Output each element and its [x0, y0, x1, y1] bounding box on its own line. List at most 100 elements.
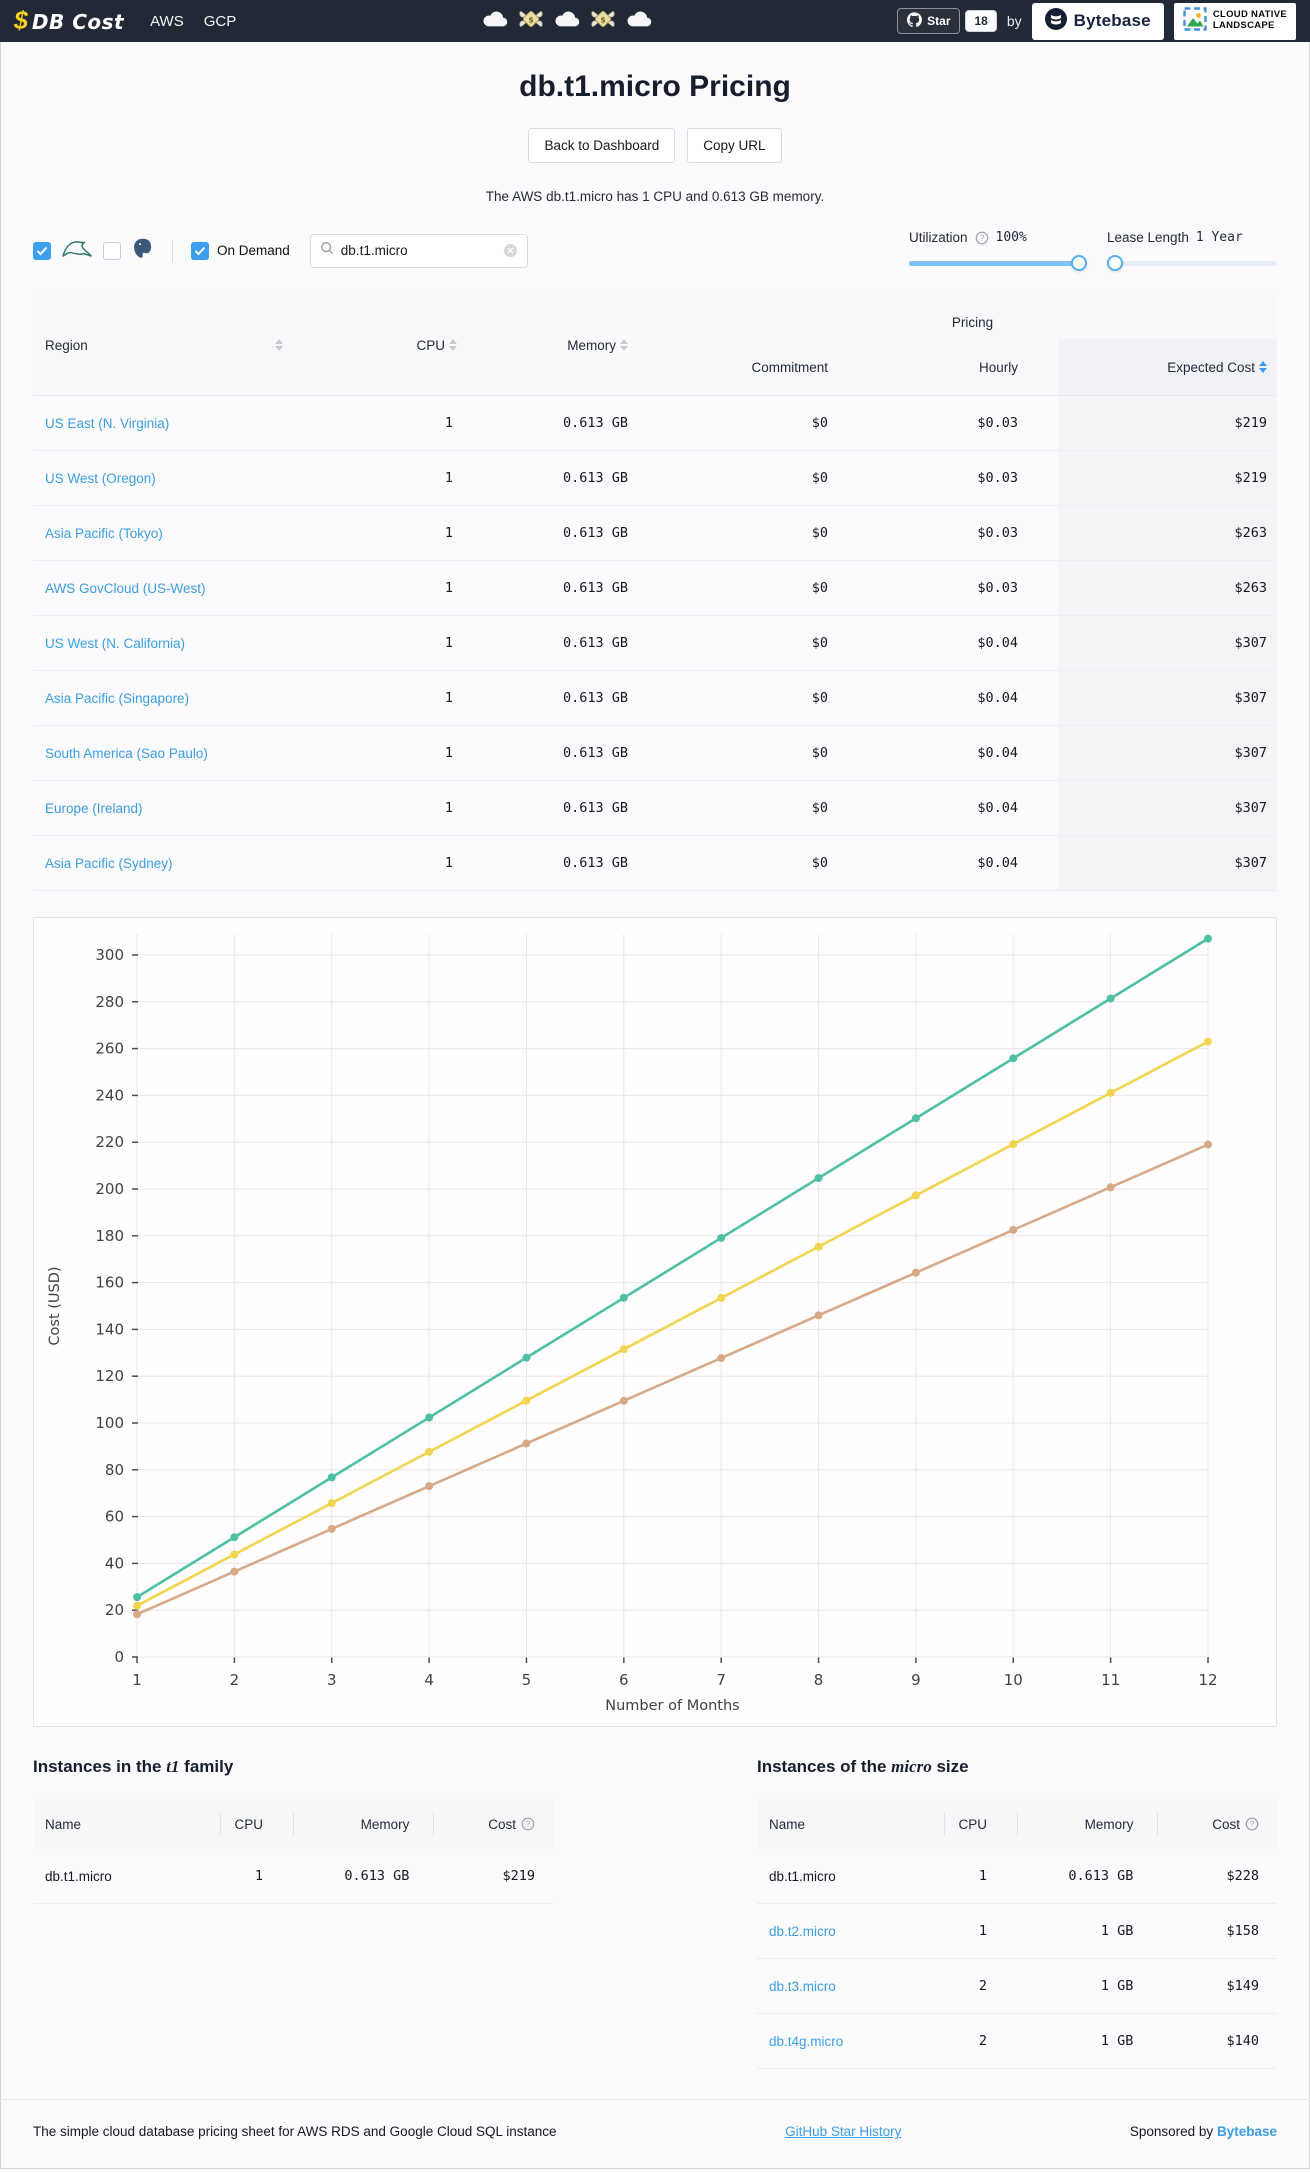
- github-star-button[interactable]: Star: [897, 8, 961, 34]
- cloud-native-landscape-badge[interactable]: CLOUD NATIVE LANDSCAPE: [1173, 2, 1296, 40]
- bytebase-badge[interactable]: Bytebase: [1031, 2, 1164, 40]
- lease-length-slider-thumb[interactable]: [1107, 255, 1123, 271]
- pricing-table: Region CPU Memory Pricing Commitment Hou…: [33, 295, 1277, 891]
- region-link[interactable]: Europe (Ireland): [45, 800, 143, 816]
- svg-text:$: $: [600, 15, 606, 24]
- column-header-hourly: Hourly: [868, 339, 1058, 395]
- commitment-value: $0: [811, 415, 828, 431]
- cost-help-icon[interactable]: ?: [521, 1817, 535, 1831]
- search-input[interactable]: [340, 243, 496, 258]
- github-star-history-link[interactable]: GitHub Star History: [785, 2124, 902, 2139]
- cpu-value: 1: [444, 800, 453, 816]
- utilization-slider-thumb[interactable]: [1071, 255, 1087, 271]
- cost-value: $228: [1226, 1868, 1259, 1884]
- region-link[interactable]: US West (N. California): [45, 635, 186, 651]
- memory-value: 0.613 GB: [562, 580, 628, 596]
- landscape-label: CLOUD NATIVE LANDSCAPE: [1213, 9, 1287, 32]
- sort-icon-active[interactable]: [1259, 361, 1267, 373]
- size-table-section: Instances of the micro size Name CPU Mem…: [757, 1757, 1277, 2069]
- svg-text:280: 280: [95, 993, 124, 1011]
- region-link[interactable]: AWS GovCloud (US-West): [45, 580, 206, 596]
- bytebase-logo-icon: [1044, 7, 1067, 35]
- cost-help-icon[interactable]: ?: [1245, 1817, 1259, 1831]
- lease-length-slider[interactable]: [1107, 255, 1277, 271]
- column-header-cpu: CPU: [944, 1799, 1017, 1849]
- memory-value: 0.613 GB: [1068, 1868, 1134, 1884]
- lease-length-label: Lease Length: [1107, 230, 1189, 245]
- instance-link[interactable]: db.t3.micro: [769, 1978, 836, 1994]
- copy-url-button[interactable]: Copy URL: [687, 128, 782, 163]
- column-header-cpu[interactable]: CPU: [323, 295, 483, 395]
- action-buttons: Back to Dashboard Copy URL: [33, 128, 1277, 163]
- memory-value: 0.613 GB: [562, 855, 628, 871]
- svg-text:40: 40: [105, 1554, 124, 1572]
- cpu-value: 1: [254, 1868, 263, 1884]
- cost-value: $140: [1226, 2033, 1259, 2049]
- github-star-widget[interactable]: Star 18: [897, 8, 997, 34]
- sort-icon[interactable]: [275, 339, 283, 351]
- mysql-checkbox[interactable]: [33, 241, 51, 260]
- pricing-group-label: Pricing: [951, 314, 994, 330]
- region-link[interactable]: Asia Pacific (Singapore): [45, 690, 190, 706]
- column-header-expected-cost[interactable]: Expected Cost: [1058, 339, 1277, 395]
- region-cell: Europe (Ireland): [33, 781, 323, 835]
- logo-text: DB Cost: [31, 9, 125, 34]
- on-demand-checkbox[interactable]: [191, 241, 209, 260]
- region-link[interactable]: US West (Oregon): [45, 470, 156, 486]
- column-header-cost: Cost?: [433, 1799, 553, 1849]
- instance-link[interactable]: db.t4g.micro: [769, 2033, 844, 2049]
- table-row: Asia Pacific (Sydney) 1 0.613 GB $0 $0.04 $30…: [33, 836, 1277, 891]
- filter-divider: [172, 239, 173, 262]
- cpu-value: 1: [444, 745, 453, 761]
- filter-row: On Demand Utilization ? 100%: [33, 230, 1277, 271]
- nav-item-gcp[interactable]: GCP: [203, 12, 237, 30]
- utilization-slider[interactable]: [909, 255, 1087, 271]
- pricing-table-body: US East (N. Virginia) 1 0.613 GB $0 $0.03 $21…: [33, 396, 1277, 891]
- pricing-table-header: Region CPU Memory Pricing Commitment Hou…: [33, 295, 1277, 396]
- sponsor-bytebase-link[interactable]: Bytebase: [1216, 2124, 1277, 2139]
- region-link[interactable]: US East (N. Virginia): [45, 415, 170, 431]
- instance-link[interactable]: db.t2.micro: [769, 1923, 836, 1939]
- commitment-value: $0: [811, 800, 828, 816]
- commitment-value: $0: [811, 525, 828, 541]
- memory-value: 0.613 GB: [562, 800, 628, 816]
- region-link[interactable]: Asia Pacific (Tokyo): [45, 525, 163, 541]
- dollar-logo-icon: $: [14, 6, 28, 35]
- family-table-body: db.t1.micro 1 0.613 GB $219: [33, 1849, 553, 1904]
- github-star-label: Star: [927, 14, 951, 28]
- pricing-group-header: Pricing: [668, 295, 1277, 339]
- column-header-memory[interactable]: Memory: [483, 295, 668, 395]
- commitment-value: $0: [811, 635, 828, 651]
- size-title-suffix: size: [931, 1757, 969, 1776]
- commitment-header-label: Commitment: [751, 359, 828, 375]
- memory-value: 0.613 GB: [344, 1868, 410, 1884]
- table-row: db.t1.micro 1 0.613 GB $228: [757, 1849, 1277, 1904]
- svg-text:9: 9: [911, 1671, 921, 1689]
- svg-text:80: 80: [105, 1461, 124, 1479]
- utilization-help-icon[interactable]: ?: [975, 231, 989, 245]
- cpu-value: 1: [444, 525, 453, 541]
- github-star-count[interactable]: 18: [965, 10, 997, 32]
- svg-text:6: 6: [619, 1671, 629, 1689]
- svg-text:11: 11: [1101, 1671, 1120, 1689]
- postgresql-checkbox[interactable]: [103, 241, 121, 260]
- family-table-section: Instances in the t1 family Name CPU Memo…: [33, 1757, 553, 2069]
- dbcost-logo[interactable]: $ DB Cost: [14, 6, 125, 35]
- hourly-value: $0.03: [977, 470, 1018, 486]
- memory-value: 0.613 GB: [562, 635, 628, 651]
- expected-cost-value: $263: [1058, 506, 1277, 560]
- expected-cost-value: $307: [1058, 726, 1277, 780]
- svg-text:$: $: [528, 15, 534, 24]
- money-icon: $: [518, 8, 544, 35]
- on-demand-label: On Demand: [217, 243, 290, 258]
- back-to-dashboard-button[interactable]: Back to Dashboard: [528, 128, 676, 163]
- clear-search-icon[interactable]: [503, 243, 518, 258]
- table-row: Asia Pacific (Tokyo) 1 0.613 GB $0 $0.03 $263: [33, 506, 1277, 561]
- region-cell: Asia Pacific (Singapore): [33, 671, 323, 725]
- sort-icon[interactable]: [620, 339, 628, 351]
- column-header-region[interactable]: Region: [33, 295, 323, 395]
- nav-item-aws[interactable]: AWS: [150, 12, 184, 30]
- sort-icon[interactable]: [449, 339, 457, 351]
- region-link[interactable]: Asia Pacific (Sydney): [45, 855, 173, 871]
- region-link[interactable]: South America (Sao Paulo): [45, 745, 208, 761]
